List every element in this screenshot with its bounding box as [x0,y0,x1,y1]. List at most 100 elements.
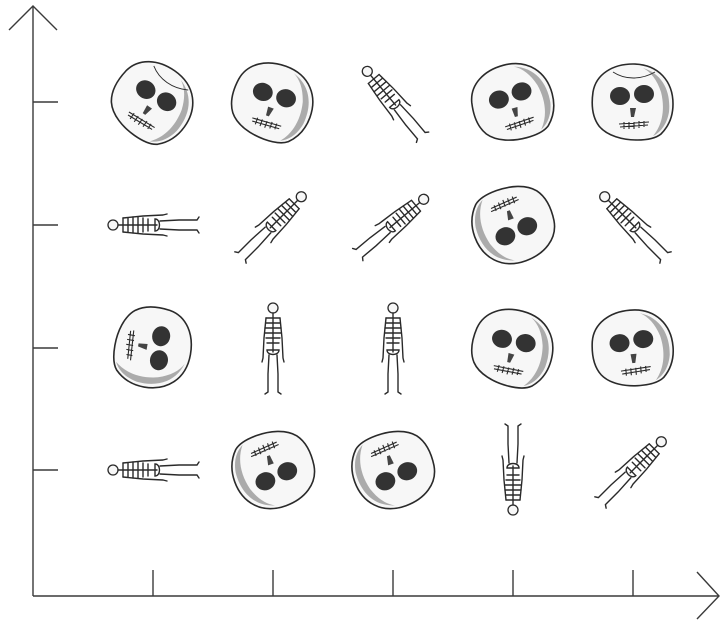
skull-illustration [231,430,316,510]
ribcage [127,461,149,479]
eye-socket [515,334,536,353]
right-leg [159,461,200,467]
eye-socket [492,329,512,348]
axes [8,5,720,620]
skull-outline [591,309,674,387]
right-leg [244,232,272,264]
skeleton-illustration [599,191,672,264]
left-leg [264,354,270,395]
right-arm [270,208,300,244]
skull-illustration [591,63,674,141]
skull-outline [110,60,194,146]
nasal-cavity [630,108,636,117]
left-leg [634,232,662,264]
ribcage [384,322,402,344]
skull-illustration [230,62,314,144]
skull-shading [235,444,276,506]
nasal-cavity [266,455,274,466]
nasal-cavity [386,455,394,466]
skull-illustration [470,62,555,141]
skull-shading [475,199,516,261]
right-leg [361,231,391,262]
nasal-cavity [138,343,148,350]
left-arm [381,317,387,363]
ribcage [609,201,635,227]
pelvis [506,462,520,469]
skull-shading [355,444,396,506]
right-leg [159,216,200,222]
left-arm [261,317,267,363]
eye-socket [633,330,654,349]
right-leg [604,477,632,509]
eye-socket [152,326,171,347]
left-leg [384,354,390,395]
left-leg [159,228,200,234]
ribcage [392,202,418,228]
nasal-cavity [511,107,518,118]
skeleton-head [107,464,119,476]
nasal-cavity [506,210,514,221]
skull-shading [149,79,189,142]
right-arm [630,453,660,489]
left-leg [594,471,626,499]
skeleton-illustration [107,458,200,482]
skull-illustration [471,185,556,265]
left-leg [516,423,522,464]
eye-socket [255,472,276,491]
skeleton-head [507,504,519,516]
skull-shading [639,313,670,381]
skeleton-illustration [361,65,430,144]
right-leg [504,423,510,464]
eye-socket [488,90,509,109]
ribcage [504,474,522,496]
skeleton-illustration [261,302,285,395]
grid-items [107,60,674,516]
right-arm [378,73,412,107]
right-leg [399,104,430,134]
pelvis [154,218,161,232]
skull-outline [471,185,556,265]
skull-illustration [470,308,554,389]
teeth [490,196,519,213]
left-leg [393,109,419,144]
pelvis [265,221,277,233]
teeth [504,116,534,131]
skull-illustration [110,60,194,146]
right-leg [276,354,282,395]
shoulders [367,73,380,85]
pelvis [629,221,641,233]
teeth [126,330,135,361]
teeth [370,441,399,458]
eye-socket [634,85,654,103]
x-axis-arrowhead [696,571,720,620]
shoulders [410,199,422,212]
ribcage [127,216,149,234]
shoulders [648,443,660,455]
right-arm [279,317,285,363]
right-arm [616,198,652,228]
right-arm [501,455,507,501]
skull-shading [513,66,551,130]
skull-shading [116,361,185,384]
y-axis-arrowhead [8,5,58,31]
skeleton-head [107,219,119,231]
right-arm [122,458,168,464]
eye-socket [156,92,177,112]
eye-socket [375,472,396,491]
nasal-cavity [265,106,274,117]
pelvis [385,220,397,233]
skeleton-illustration [381,302,405,395]
left-arm [519,455,525,501]
teeth [618,121,650,129]
right-leg [396,354,402,395]
skull-shading [523,317,549,387]
pelvis [388,98,401,110]
eye-socket [136,80,156,99]
left-arm [122,476,168,482]
eye-socket [277,462,298,481]
left-arm [254,198,290,228]
left-arm [122,231,168,237]
right-arm [388,210,422,244]
skull-illustration [591,309,674,387]
